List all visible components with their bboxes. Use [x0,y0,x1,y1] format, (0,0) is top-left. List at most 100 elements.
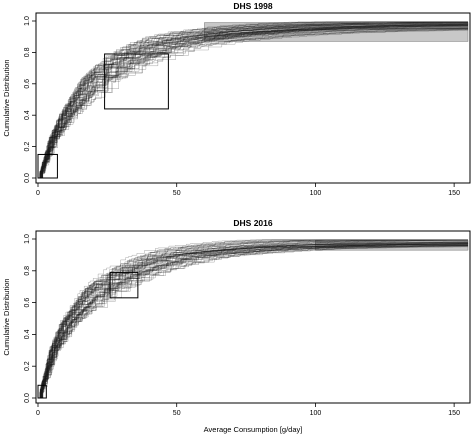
chart-title: DHS 2016 [233,218,272,228]
cdf-curve [38,21,468,179]
y-tick-label: 0.2 [24,361,31,371]
cdf-curve [38,22,468,179]
y-tick-label: 1.0 [24,16,31,26]
cdf-curve [38,21,468,179]
cdf-curve [38,29,468,179]
cdf-curve [38,245,468,399]
plot-frame [35,12,471,184]
cdf-curve [38,242,468,399]
cdf-curve [38,241,469,399]
cdf-curve [38,24,468,179]
x-tick-label: 50 [173,410,181,417]
cdf-curve [38,29,468,179]
cdf-curve [38,243,469,399]
cdf-curve [38,29,468,179]
cdf-curve [38,23,468,179]
cdf-curve [38,244,468,399]
y-tick-label: 0.0 [24,173,31,183]
cdf-curve [38,239,468,399]
cdf-curve [38,239,468,399]
quantile-box [109,271,139,299]
y-tick-label: 0.8 [24,47,31,57]
cdf-curve [38,22,468,179]
y-axis-label: Cumulative Distribution [2,59,11,136]
cdf-curve [38,245,468,399]
y-tick-label: 0.6 [24,298,31,308]
y-tick-label: 0.6 [24,79,31,89]
cdf-curve [38,22,468,179]
cdf-curve [38,245,469,399]
cdf-curve [38,21,468,179]
x-tick-label: 150 [448,190,460,197]
cdf-curve [38,239,468,399]
cdf-curve [38,22,469,179]
cdf-curve [38,244,468,399]
cdf-curve [38,21,468,179]
y-tick-label: 1.0 [24,234,31,244]
cdf-curve [38,27,468,179]
cdf-curve [38,239,468,399]
cdf-curve [38,239,468,399]
x-tick-label: 100 [310,410,322,417]
cdf-curve [38,243,468,399]
cdf-curve [38,239,468,399]
cdf-curve [38,242,468,399]
cdf-curve [38,243,469,399]
cdf-curve [38,25,468,179]
cdf-curve [38,25,468,179]
cdf-curve [38,243,468,399]
cdf-curve [38,245,468,399]
cdf-curve [38,239,468,399]
cdf-curve [38,28,469,179]
cdf-curve [38,21,468,179]
cdf-curve [38,245,468,399]
y-tick-label: 0.4 [24,329,31,339]
cdf-curve [38,245,468,399]
cdf-curve [38,242,468,399]
cdf-curve [38,245,468,399]
cdf-curve [38,25,469,179]
cdf-curve [38,24,468,179]
cdf-curve [38,24,469,179]
cdf-curve [38,25,468,179]
cdf-curve [38,241,468,399]
cdf-curve [38,22,468,179]
cdf-curve [38,239,468,399]
cdf-curve [38,24,468,179]
cdf-curve [38,25,468,179]
y-tick-label: 0.2 [24,142,31,152]
cdf-curve [38,21,468,179]
cdf-curve [38,21,468,179]
cdf-curve [38,245,469,399]
cdf-curve [38,242,468,399]
cdf-curve [38,240,468,399]
cdf-curve [38,28,468,179]
cdf-curve [38,243,469,399]
x-tick-label: 50 [173,190,181,197]
x-tick-label: 100 [310,190,322,197]
cdf-curve [38,239,468,399]
x-tick-label: 0 [36,410,40,417]
cdf-curve [38,23,469,179]
cdf-curve [38,239,468,399]
cdf-curve [38,239,468,399]
cdf-curve [38,25,468,179]
cdf-curve [38,30,469,179]
cdf-curve [38,240,469,399]
cdf-curve [38,25,468,179]
x-axis-label: Average Consumption [g/day] [204,425,303,434]
cdf-curve [38,239,468,399]
cdf-curve [38,243,468,399]
cdf-curve [38,27,468,179]
cdf-curve [38,27,468,179]
quantile-box [37,384,47,399]
cdf-curve [38,241,468,399]
plot-frame [35,230,471,404]
cdf-curve [38,25,468,179]
y-tick-label: 0.4 [24,110,31,120]
cdf-curve [38,22,468,179]
cdf-curve [38,24,469,179]
cdf-curve [38,242,468,399]
cdf-curve [38,28,468,179]
